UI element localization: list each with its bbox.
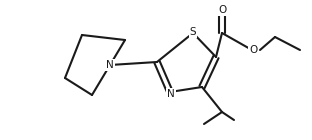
Text: O: O: [249, 45, 257, 55]
Text: S: S: [190, 27, 196, 37]
Text: O: O: [218, 5, 226, 15]
Text: N: N: [167, 89, 175, 99]
Text: N: N: [106, 60, 114, 70]
